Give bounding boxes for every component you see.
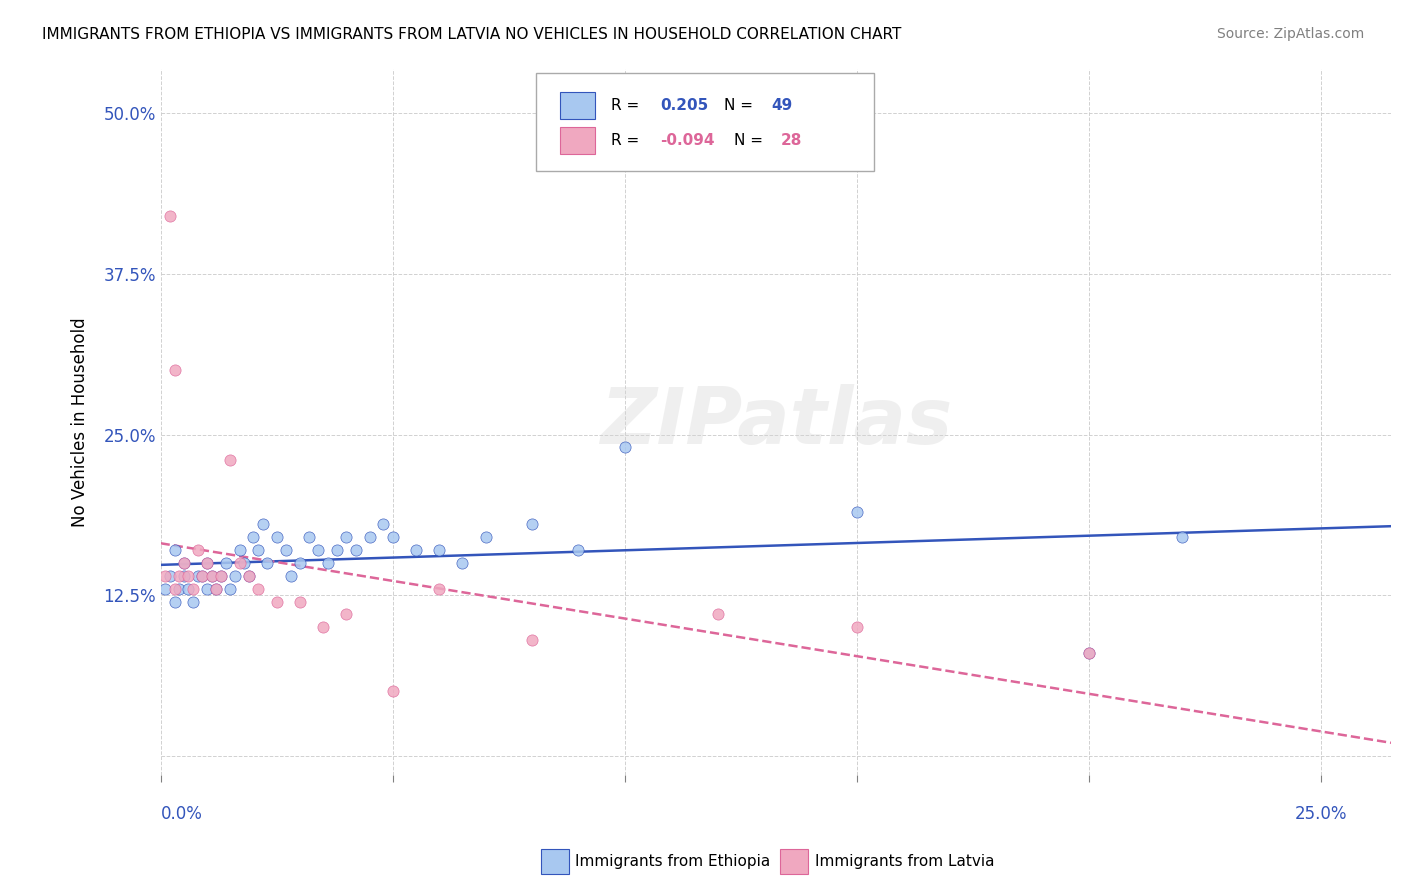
Point [359,530,381,544]
Point [280,569,302,583]
Point [163,363,186,377]
Point [256,556,278,570]
Point [520,633,543,648]
Point [173,569,195,583]
Point [159,569,181,583]
Point [288,594,311,608]
Point [427,582,450,596]
Point [274,543,297,558]
Point [335,607,357,622]
Point [177,569,200,583]
Point [219,453,242,467]
Y-axis label: No Vehicles in Household: No Vehicles in Household [72,317,89,526]
Point [247,543,270,558]
Text: 49: 49 [770,98,792,112]
Point [163,543,186,558]
Point [214,556,236,570]
Point [266,530,288,544]
Point [242,530,264,544]
Point [247,582,270,596]
Point [381,684,404,698]
Point [187,543,209,558]
Text: 28: 28 [780,133,801,148]
Point [228,543,250,558]
Point [201,569,224,583]
Text: IMMIGRANTS FROM ETHIOPIA VS IMMIGRANTS FROM LATVIA NO VEHICLES IN HOUSEHOLD CORR: IMMIGRANTS FROM ETHIOPIA VS IMMIGRANTS F… [42,27,901,42]
Point [191,569,214,583]
Point [707,607,730,622]
Point [181,594,204,608]
Point [191,569,214,583]
Point [201,569,224,583]
Point [224,569,246,583]
Point [167,582,190,596]
Point [209,569,232,583]
Point [155,582,177,596]
Point [520,517,543,532]
Point [195,582,218,596]
Text: 0.0%: 0.0% [160,805,202,823]
Point [238,569,260,583]
Text: 0.205: 0.205 [661,98,709,112]
Text: Source: ZipAtlas.com: Source: ZipAtlas.com [1216,27,1364,41]
Point [344,543,367,558]
Point [173,556,195,570]
Point [326,543,349,558]
Point [288,556,311,570]
Point [167,569,190,583]
Point [405,543,427,558]
Text: N =: N = [734,133,768,148]
Point [373,517,395,532]
Point [298,530,321,544]
Point [1078,646,1101,660]
Point [1171,530,1194,544]
Point [316,556,339,570]
Point [228,556,250,570]
Point [252,517,274,532]
FancyBboxPatch shape [561,128,595,154]
Point [474,530,496,544]
Point [233,556,256,570]
Text: Immigrants from Latvia: Immigrants from Latvia [815,855,995,869]
Point [205,582,228,596]
Point [567,543,589,558]
FancyBboxPatch shape [561,92,595,119]
Point [846,505,869,519]
Point [205,582,228,596]
Point [335,530,357,544]
Text: ZIPatlas: ZIPatlas [600,384,952,459]
Point [155,569,177,583]
Point [187,569,209,583]
FancyBboxPatch shape [536,73,875,171]
Point [163,582,186,596]
Text: -0.094: -0.094 [661,133,714,148]
Text: R =: R = [612,133,644,148]
Text: N =: N = [724,98,758,112]
Point [381,530,404,544]
Point [177,582,200,596]
Point [173,556,195,570]
Point [219,582,242,596]
Point [195,556,218,570]
Point [163,594,186,608]
Point [266,594,288,608]
Text: 25.0%: 25.0% [1295,805,1347,823]
Point [846,620,869,634]
Point [238,569,260,583]
Point [613,441,636,455]
Point [308,543,330,558]
Point [159,209,181,223]
Point [312,620,335,634]
Point [181,582,204,596]
Point [451,556,474,570]
Text: Immigrants from Ethiopia: Immigrants from Ethiopia [575,855,770,869]
Point [195,556,218,570]
Text: R =: R = [612,98,644,112]
Point [209,569,232,583]
Point [1078,646,1101,660]
Point [427,543,450,558]
